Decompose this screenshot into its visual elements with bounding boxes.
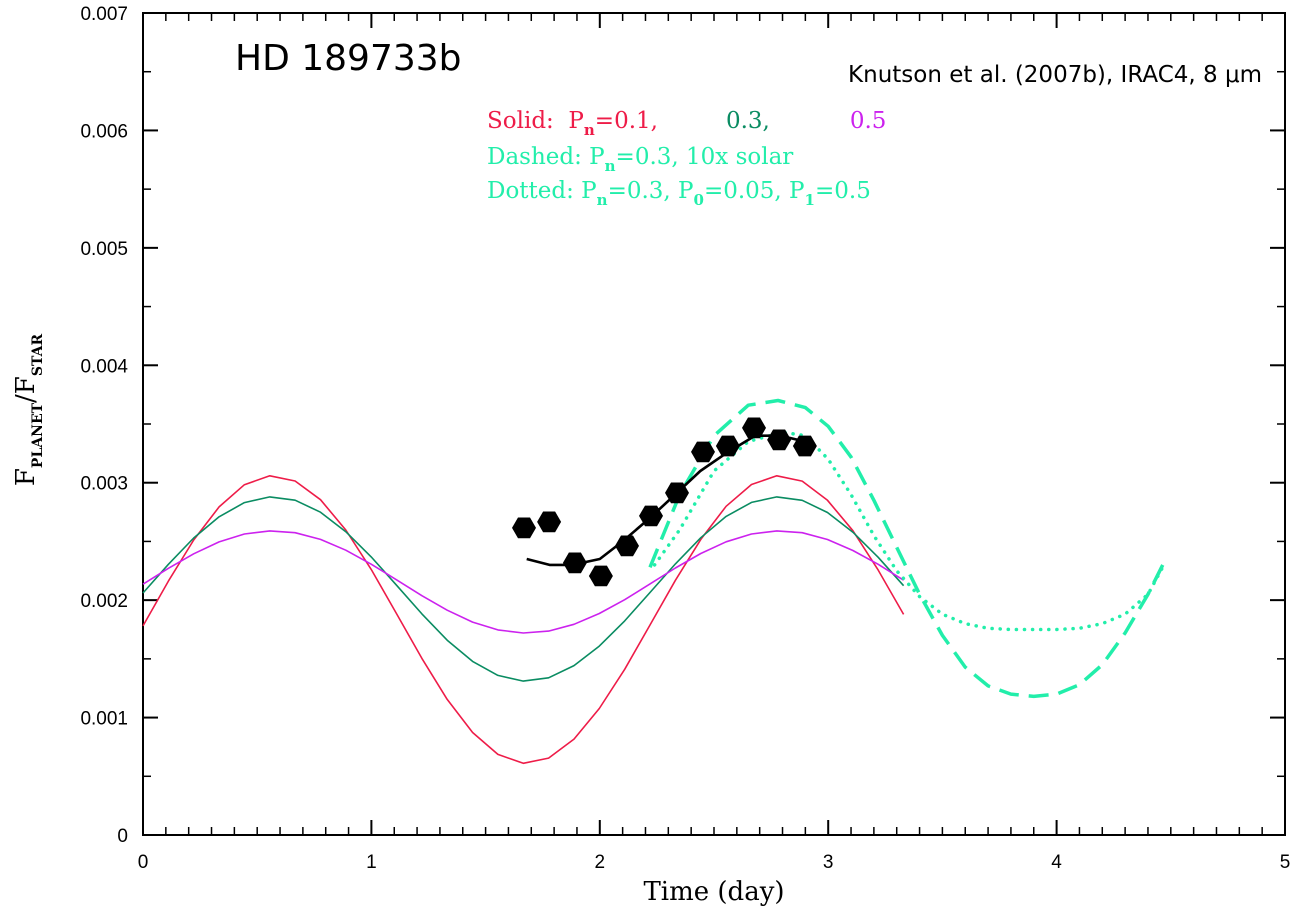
y-tick-label: 0.004 xyxy=(80,356,128,377)
plot-frame xyxy=(142,12,1286,836)
subscript: n xyxy=(605,157,616,175)
y-tick-label: 0 xyxy=(117,826,128,847)
data-point xyxy=(512,517,536,539)
y-tick-label: 0.006 xyxy=(80,121,128,142)
text-part: Solid: P xyxy=(487,108,584,134)
data-point xyxy=(615,535,639,557)
text-part: /F xyxy=(11,376,41,403)
chart-title: HD 189733b xyxy=(235,38,462,79)
text-part: 0.3, xyxy=(726,108,770,134)
chart-subtitle: Knutson et al. (2007b), IRAC4, 8 μm xyxy=(848,62,1262,88)
annotation: Dotted: Pn=0.3, P0=0.05, P1=0.5 xyxy=(487,178,871,209)
annotation: Dashed: Pn=0.3, 10x solar xyxy=(487,144,793,175)
data-point xyxy=(691,441,715,463)
y-tick-label: 0.003 xyxy=(80,474,128,495)
subscript: PLANET xyxy=(30,402,46,468)
x-axis-label: Time (day) xyxy=(643,877,784,907)
x-tick-label: 5 xyxy=(1280,852,1291,873)
subscript: n xyxy=(597,191,608,209)
text-part: 0.5 xyxy=(850,108,887,134)
y-axis-label: FPLANET/FSTAR xyxy=(11,334,46,487)
series-line xyxy=(142,475,905,765)
y-tick-label: 0.005 xyxy=(80,239,128,260)
y-tick-label: 0.007 xyxy=(80,4,128,25)
text-part: =0.3, P xyxy=(608,178,694,204)
data-point xyxy=(588,565,613,587)
series-line xyxy=(648,398,1166,699)
data-point xyxy=(792,435,817,457)
x-tick-label: 0 xyxy=(138,852,149,873)
subscript: 0 xyxy=(694,191,704,209)
text-part: Dashed: P xyxy=(487,144,605,170)
text-part: Dotted: P xyxy=(487,178,597,204)
data-point xyxy=(537,511,562,533)
text-part: =0.5 xyxy=(815,178,871,204)
data-point xyxy=(562,552,587,574)
x-tick-label: 2 xyxy=(595,852,606,873)
series-line xyxy=(142,496,905,682)
series-line xyxy=(652,430,1166,632)
text-part: =0.05, P xyxy=(704,178,805,204)
data-point xyxy=(715,435,740,457)
series-line xyxy=(142,530,905,634)
subscript: n xyxy=(584,121,595,139)
text-part: F xyxy=(11,468,41,486)
x-tick-label: 3 xyxy=(823,852,834,873)
y-tick-label: 0.002 xyxy=(80,591,128,612)
x-tick-label: 1 xyxy=(366,852,377,873)
text-part: =0.3, 10x solar xyxy=(616,144,794,170)
text-part: =0.1, xyxy=(595,108,658,134)
subscript: 1 xyxy=(805,191,815,209)
data-point xyxy=(639,505,663,527)
data-point xyxy=(742,417,766,439)
y-tick-label: 0.001 xyxy=(80,709,128,730)
annotation: Solid: Pn=0.1, 0.3, 0.5 xyxy=(487,108,886,139)
data-point xyxy=(665,482,689,504)
subscript: STAR xyxy=(30,334,46,377)
x-tick-label: 4 xyxy=(1051,852,1062,873)
data-point xyxy=(767,429,792,451)
